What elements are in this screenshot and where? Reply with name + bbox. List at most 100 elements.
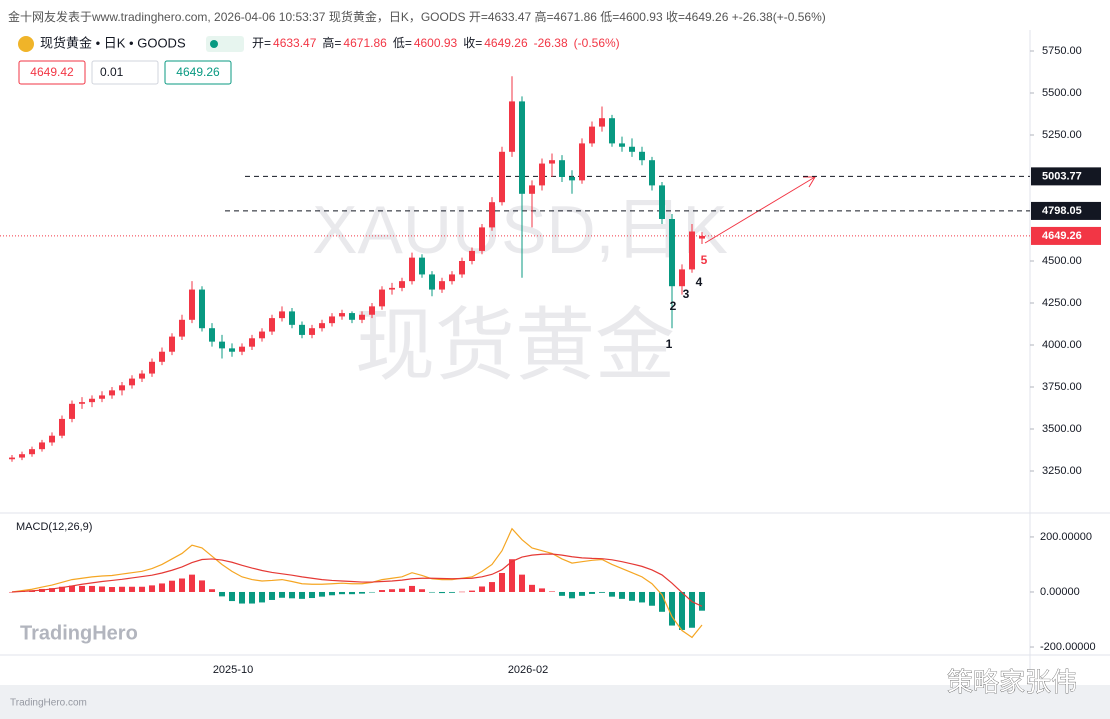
candle-body bbox=[529, 185, 535, 194]
macd-hist bbox=[199, 580, 205, 592]
wave-label: 4 bbox=[696, 275, 703, 289]
candle-body bbox=[329, 316, 335, 324]
candle-body bbox=[589, 126, 595, 144]
candle-body bbox=[459, 261, 465, 275]
macd-hist bbox=[249, 591, 255, 604]
macd-hist bbox=[489, 582, 495, 592]
candle-body bbox=[439, 281, 445, 290]
macd-hist bbox=[259, 591, 265, 603]
macd-hist bbox=[439, 591, 445, 594]
y-tick-label: 5250.00 bbox=[1042, 129, 1082, 141]
ohlc-item: 低= bbox=[393, 36, 412, 50]
signature: 策略家张伟 bbox=[947, 667, 1077, 697]
header: 金十网友发表于www.tradinghero.com, 2026-04-06 1… bbox=[8, 9, 826, 24]
macd-hist bbox=[79, 585, 85, 592]
status-badge bbox=[206, 36, 244, 52]
candle-body bbox=[179, 319, 185, 337]
y-tick-label: 4000.00 bbox=[1042, 339, 1082, 351]
macd-hist bbox=[279, 591, 285, 598]
candle-body bbox=[69, 403, 75, 419]
macd-hist bbox=[539, 588, 545, 592]
macd-hist bbox=[619, 591, 625, 599]
candle-body bbox=[249, 338, 255, 347]
macd-hist bbox=[569, 591, 575, 599]
macd-label: MACD(12,26,9) bbox=[16, 521, 92, 533]
ask-box[interactable] bbox=[164, 60, 232, 85]
candle-body bbox=[409, 257, 415, 282]
candle-body bbox=[619, 143, 625, 147]
candle-body bbox=[579, 143, 585, 181]
candle-body bbox=[679, 269, 685, 287]
macd-hist bbox=[299, 591, 305, 599]
macd-hist bbox=[339, 591, 345, 595]
bid-box[interactable] bbox=[18, 60, 86, 85]
candle-body bbox=[369, 306, 375, 315]
ohlc-item: -26.38 bbox=[534, 36, 568, 50]
candle-body bbox=[399, 281, 405, 288]
candle-body bbox=[79, 402, 85, 404]
macd-hist bbox=[9, 591, 15, 593]
candle-body bbox=[639, 151, 645, 161]
wave-label: 3 bbox=[683, 287, 690, 301]
macd-hist bbox=[449, 591, 455, 593]
macd-hist bbox=[689, 591, 695, 628]
y-tick-label: 3500.00 bbox=[1042, 423, 1082, 435]
arrow-head bbox=[803, 176, 816, 188]
bid: 4649.42 bbox=[30, 65, 74, 79]
candle-body bbox=[239, 346, 245, 352]
candle-body bbox=[219, 341, 225, 349]
wave-label: 1 bbox=[666, 337, 673, 351]
macd-hist bbox=[669, 591, 675, 626]
candle-body bbox=[549, 160, 555, 164]
macd-hist bbox=[69, 585, 75, 592]
watermark: 现货黄金 bbox=[355, 301, 675, 390]
candle-body bbox=[269, 318, 275, 332]
macd-hist bbox=[599, 591, 605, 593]
candle-body bbox=[669, 219, 675, 287]
candle-body bbox=[319, 323, 325, 329]
macd-hist bbox=[389, 589, 395, 592]
macd-hist bbox=[509, 559, 515, 592]
footer-bar bbox=[0, 685, 1110, 719]
macd-hist bbox=[679, 591, 685, 630]
candle-body bbox=[629, 146, 635, 152]
price-label-box bbox=[1031, 167, 1101, 186]
macd-hist bbox=[559, 591, 565, 596]
candle-body bbox=[299, 324, 305, 335]
x-tick-label: 2026-02 bbox=[508, 664, 548, 676]
candle-body bbox=[279, 311, 285, 319]
candle-body bbox=[149, 361, 155, 374]
macd-hist bbox=[659, 591, 665, 612]
symbol-icon bbox=[18, 36, 34, 52]
ohlc-item: 开= bbox=[252, 36, 271, 50]
candle-body bbox=[289, 311, 295, 325]
spread-box[interactable] bbox=[91, 60, 159, 85]
candle-body bbox=[159, 351, 165, 362]
candle-body bbox=[99, 395, 105, 399]
macd-hist bbox=[639, 591, 645, 603]
candle-body bbox=[19, 454, 25, 458]
macd-signal-line bbox=[11, 553, 703, 607]
candle-body bbox=[139, 373, 145, 379]
macd-hist bbox=[369, 591, 375, 593]
macd-hist bbox=[289, 591, 295, 599]
macd-hist bbox=[139, 586, 145, 592]
candle-body bbox=[199, 289, 205, 329]
candle-body bbox=[39, 442, 45, 450]
macd-hist bbox=[129, 586, 135, 592]
candle-body bbox=[649, 160, 655, 186]
macd-hist bbox=[499, 572, 505, 592]
macd-hist bbox=[459, 591, 465, 593]
candle-body bbox=[499, 151, 505, 203]
macd-hist bbox=[649, 591, 655, 606]
y-tick-label: 5750.00 bbox=[1042, 45, 1082, 57]
macd-hist bbox=[149, 585, 155, 592]
ohlc-item: 4633.47 bbox=[273, 36, 317, 50]
y-tick-label: 200.00000 bbox=[1040, 531, 1092, 543]
macd-hist bbox=[379, 590, 385, 592]
macd-hist bbox=[349, 591, 355, 595]
macd-hist bbox=[169, 580, 175, 592]
candle-body bbox=[229, 348, 235, 352]
candle-body bbox=[109, 390, 115, 396]
ohlc-item: (-0.56%) bbox=[574, 36, 620, 50]
